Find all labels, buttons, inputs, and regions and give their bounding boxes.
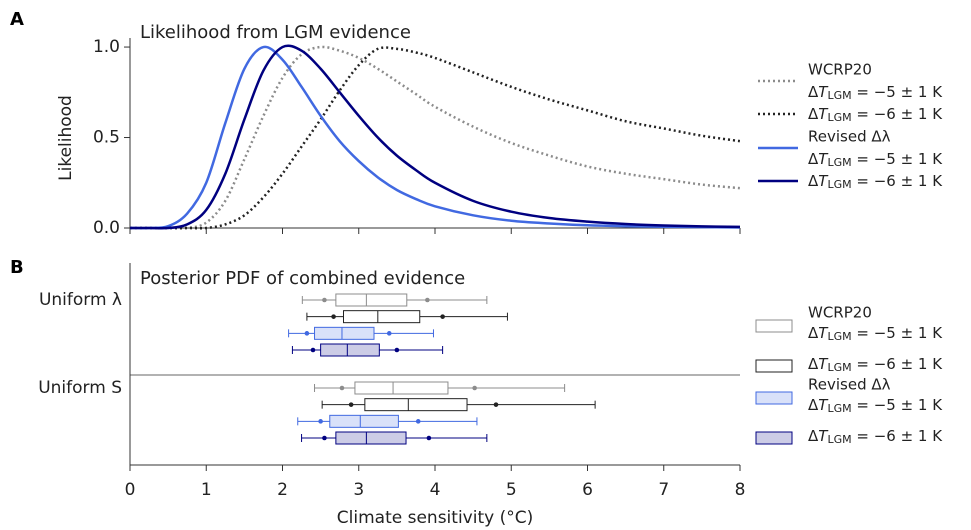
percentile-dot <box>440 314 445 319</box>
legend-swatch <box>755 359 793 373</box>
percentile-dot <box>386 331 392 336</box>
y-axis-label: Likelihood <box>56 95 76 181</box>
likelihood-line <box>129 45 741 230</box>
percentile-dot <box>394 347 400 353</box>
legend-label: ΔTLGM = −5 ± 1 K <box>808 396 943 416</box>
percentile-dot <box>322 435 327 441</box>
chart-title: Likelihood from LGM evidence <box>140 22 411 43</box>
chart-title: Posterior PDF of combined evidence <box>140 268 465 289</box>
legend-title: Revised Δλ <box>808 128 891 146</box>
y-tick-label: 1.0 <box>93 37 120 57</box>
y-tick-label: 0.5 <box>93 128 120 148</box>
box <box>335 431 407 445</box>
x-tick-label: 1 <box>201 480 212 500</box>
box <box>320 343 380 357</box>
percentile-dot <box>425 297 430 303</box>
panel-label: B <box>10 257 24 278</box>
box <box>335 293 408 307</box>
y-tick-label: 0.0 <box>93 218 120 238</box>
legend-label: ΔTLGM = −5 ± 1 K <box>808 83 943 103</box>
percentile-dot <box>331 314 336 319</box>
percentile-dot <box>339 385 345 391</box>
percentile-dot <box>304 331 310 336</box>
legend-title: Revised Δλ <box>808 376 891 394</box>
box <box>329 414 399 428</box>
x-tick-label: 8 <box>735 480 746 500</box>
box <box>364 398 468 412</box>
legend-swatch <box>755 391 793 405</box>
legend-label: ΔTLGM = −5 ± 1 K <box>808 324 943 344</box>
x-tick-label: 7 <box>658 480 669 500</box>
box <box>314 326 375 340</box>
x-tick-label: 6 <box>582 480 593 500</box>
x-tick-label: 0 <box>125 480 136 500</box>
percentile-dot <box>415 419 421 424</box>
legend-swatch <box>755 319 793 333</box>
legend-label: ΔTLGM = −6 ± 1 K <box>808 172 943 192</box>
box <box>343 310 421 324</box>
percentile-dot <box>472 385 477 391</box>
x-tick-label: 5 <box>506 480 517 500</box>
panel-label: A <box>10 9 24 30</box>
percentile-dot <box>318 419 323 424</box>
legend-title: WCRP20 <box>808 304 872 322</box>
x-tick-label: 2 <box>277 480 288 500</box>
legend-label: ΔTLGM = −6 ± 1 K <box>808 355 943 375</box>
x-tick-label: 3 <box>353 480 364 500</box>
percentile-dot <box>310 347 316 353</box>
category-label: Uniform S <box>38 378 122 398</box>
legend-label: ΔTLGM = −5 ± 1 K <box>808 150 943 170</box>
percentile-dot <box>426 435 432 441</box>
percentile-dot <box>348 402 354 407</box>
percentile-dot <box>493 402 499 407</box>
percentile-dot <box>322 297 327 303</box>
x-axis-label: Climate sensitivity (°C) <box>337 508 533 528</box>
x-tick-label: 4 <box>430 480 441 500</box>
category-label: Uniform λ <box>39 290 122 310</box>
box <box>354 381 449 395</box>
likelihood-line <box>130 44 741 230</box>
legend-title: WCRP20 <box>808 61 872 79</box>
legend-label: ΔTLGM = −6 ± 1 K <box>808 427 943 447</box>
likelihood-line <box>130 46 741 230</box>
legend-label: ΔTLGM = −6 ± 1 K <box>808 105 943 125</box>
legend-swatch <box>755 431 793 445</box>
